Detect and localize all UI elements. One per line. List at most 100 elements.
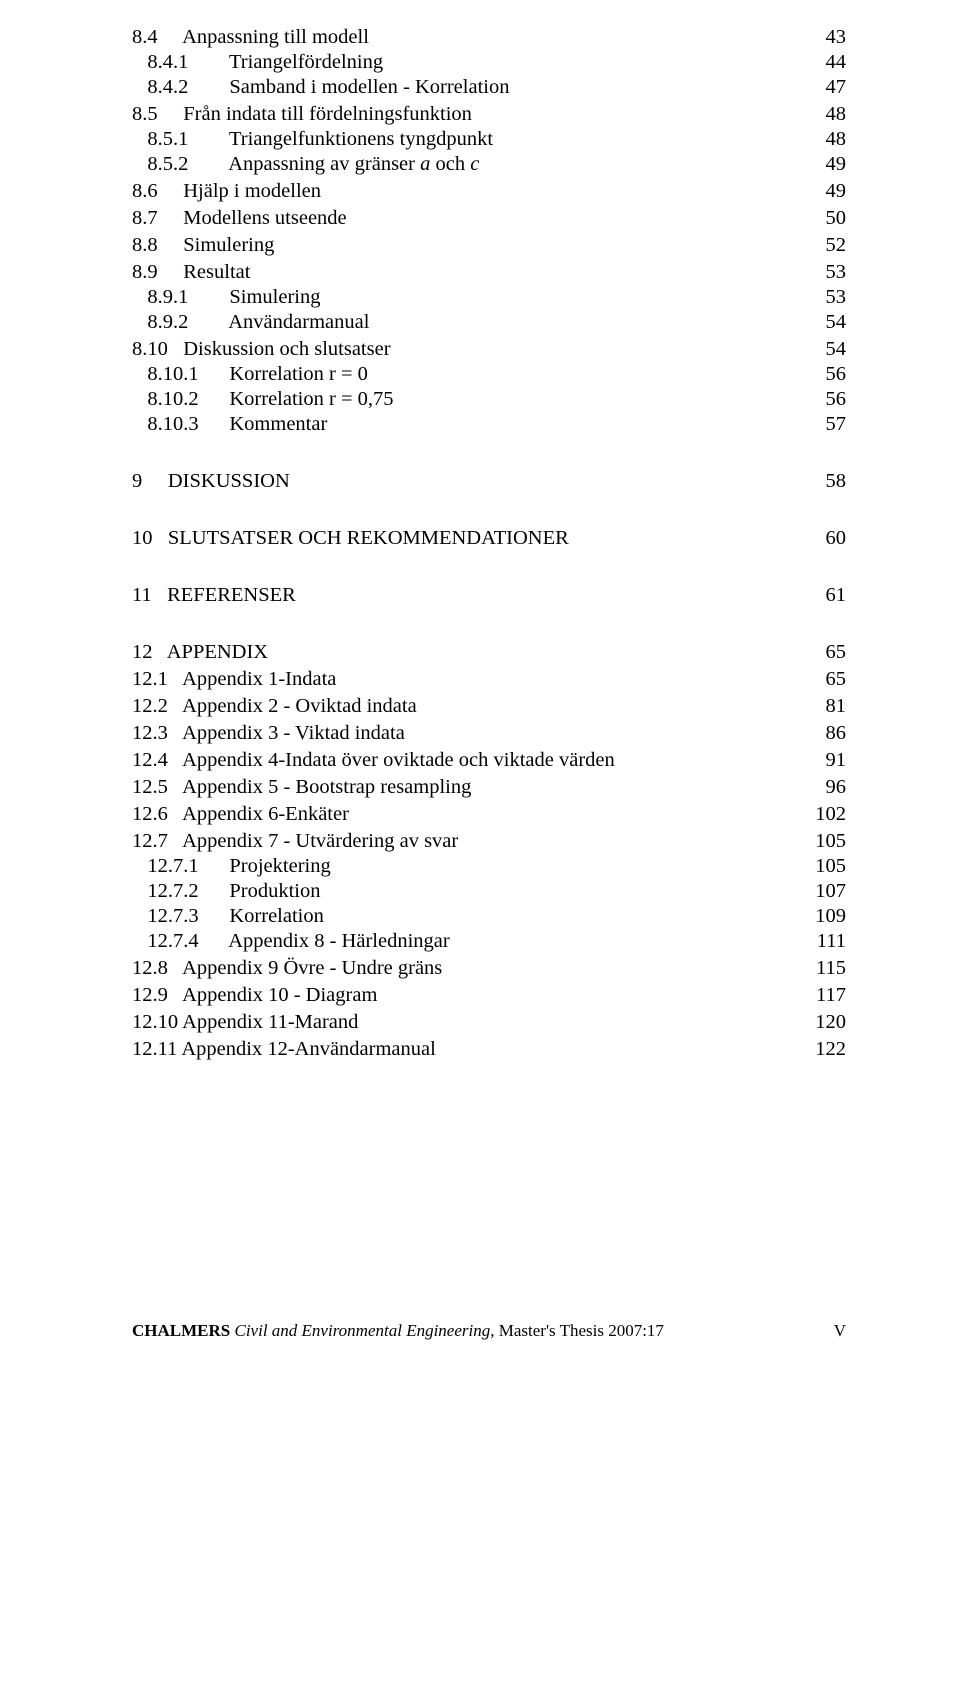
toc-entry: 12.4 Appendix 4-Indata över oviktade och…	[132, 749, 846, 772]
toc-entry-page: 102	[806, 803, 846, 826]
toc-entry-label: 12.8 Appendix 9 Övre - Undre gräns	[132, 957, 442, 980]
toc-entry: 8.5.2 Anpassning av gränser a och c 49	[132, 153, 846, 176]
toc-entry-page: 107	[806, 880, 846, 903]
toc-entry-page: 58	[806, 470, 846, 493]
toc-entry-page: 48	[806, 103, 846, 126]
toc-entry: 12.6 Appendix 6-Enkäter 102	[132, 803, 846, 826]
toc-entry-label: 8.8 Simulering	[132, 234, 274, 257]
toc-list: 8.4 Anpassning till modell 43 8.4.1 Trian…	[132, 26, 846, 1061]
toc-entry-page: 54	[806, 311, 846, 334]
toc-entry: 8.4.1 Triangelfördelning 44	[132, 51, 846, 74]
toc-entry: 11 REFERENSER 61	[132, 584, 846, 607]
toc-entry-label: 12.1 Appendix 1-Indata	[132, 668, 336, 691]
toc-entry: 8.4 Anpassning till modell 43	[132, 26, 846, 49]
toc-entry-page: 105	[806, 855, 846, 878]
toc-entry-label: 12.5 Appendix 5 - Bootstrap resampling	[132, 776, 471, 799]
toc-entry-label: 8.5.1 Triangelfunktionens tyngdpunkt	[132, 128, 493, 151]
toc-entry-page: 56	[806, 363, 846, 386]
toc-entry: 12.7.4 Appendix 8 - Härledningar111	[132, 930, 846, 953]
toc-entry: 9 DISKUSSION 58	[132, 470, 846, 493]
toc-entry-page: 49	[806, 153, 846, 176]
toc-entry: 12.1 Appendix 1-Indata 65	[132, 668, 846, 691]
toc-entry-label: 12.9 Appendix 10 - Diagram	[132, 984, 377, 1007]
toc-entry-page: 117	[806, 984, 846, 1007]
toc-entry-label: 8.10.2 Korrelation r = 0,75	[132, 388, 394, 411]
toc-entry-label: 8.9.1 Simulering	[132, 286, 320, 309]
toc-entry-page: 120	[806, 1011, 846, 1034]
toc-entry-label: 9 DISKUSSION	[132, 470, 290, 493]
toc-entry-label: 8.4 Anpassning till modell	[132, 26, 369, 49]
toc-entry-label: 12.11 Appendix 12-Användarmanual	[132, 1038, 436, 1061]
toc-entry-label: 12.7.1 Projektering	[132, 855, 331, 878]
toc-entry-label: 12.7.3 Korrelation	[132, 905, 324, 928]
toc-entry-label: 8.4.1 Triangelfördelning	[132, 51, 383, 74]
toc-entry-page: 53	[806, 261, 846, 284]
toc-entry-page: 65	[806, 668, 846, 691]
toc-entry: 12.7.1 Projektering 105	[132, 855, 846, 878]
toc-entry-page: 52	[806, 234, 846, 257]
toc-entry: 8.10.2 Korrelation r = 0,7556	[132, 388, 846, 411]
toc-entry-page: 65	[806, 641, 846, 664]
toc-entry-page: 60	[806, 527, 846, 550]
toc-entry-page: 122	[806, 1038, 846, 1061]
toc-entry-page: 54	[806, 338, 846, 361]
toc-entry-label: 12.2 Appendix 2 - Oviktad indata	[132, 695, 417, 718]
toc-entry-page: 81	[806, 695, 846, 718]
toc-entry: 8.5.1 Triangelfunktionens tyngdpunkt 48	[132, 128, 846, 151]
toc-entry-page: 91	[806, 749, 846, 772]
toc-entry-label: 12.7 Appendix 7 - Utvärdering av svar	[132, 830, 458, 853]
footer-brand: CHALMERS	[132, 1321, 230, 1340]
toc-entry: 12.2 Appendix 2 - Oviktad indata 81	[132, 695, 846, 718]
toc-entry-page: 43	[806, 26, 846, 49]
toc-entry: 12.7.2 Produktion 107	[132, 880, 846, 903]
toc-entry: 8.6 Hjälp i modellen 49	[132, 180, 846, 203]
toc-entry: 12.9 Appendix 10 - Diagram 117	[132, 984, 846, 1007]
toc-entry-label: 12 APPENDIX	[132, 641, 268, 664]
toc-entry-page: 49	[806, 180, 846, 203]
toc-entry: 12.5 Appendix 5 - Bootstrap resampling 96	[132, 776, 846, 799]
toc-entry-label: 10 SLUTSATSER OCH REKOMMENDATIONER	[132, 527, 569, 550]
toc-entry-page: 86	[806, 722, 846, 745]
toc-entry-page: 109	[806, 905, 846, 928]
toc-entry-label: 12.3 Appendix 3 - Viktad indata	[132, 722, 405, 745]
toc-entry-page: 44	[806, 51, 846, 74]
toc-entry-page: 105	[806, 830, 846, 853]
toc-entry: 8.5 Från indata till fördelningsfunktion…	[132, 103, 846, 126]
toc-entry-label: 12.7.2 Produktion	[132, 880, 321, 903]
toc-entry-page: 50	[806, 207, 846, 230]
toc-page: 8.4 Anpassning till modell 43 8.4.1 Trian…	[0, 0, 960, 1363]
toc-entry: 12 APPENDIX 65	[132, 641, 846, 664]
toc-entry: 8.4.2 Samband i modellen - Korrelation 47	[132, 76, 846, 99]
footer-page-number: V	[834, 1321, 846, 1341]
toc-entry: 8.10 Diskussion och slutsatser 54	[132, 338, 846, 361]
toc-entry-label: 11 REFERENSER	[132, 584, 296, 607]
toc-entry: 8.10.1 Korrelation r = 0 56	[132, 363, 846, 386]
toc-entry-label: 8.10.3 Kommentar	[132, 413, 327, 436]
toc-entry-page: 61	[806, 584, 846, 607]
page-footer: CHALMERS Civil and Environmental Enginee…	[132, 1321, 846, 1341]
toc-entry-page: 48	[806, 128, 846, 151]
footer-thesis: Master's Thesis 2007:17	[499, 1321, 664, 1340]
toc-entry-label: 8.9 Resultat	[132, 261, 250, 284]
toc-entry-page: 96	[806, 776, 846, 799]
toc-entry: 8.7 Modellens utseende 50	[132, 207, 846, 230]
toc-entry: 8.9.1 Simulering53	[132, 286, 846, 309]
toc-entry: 12.8 Appendix 9 Övre - Undre gräns 115	[132, 957, 846, 980]
footer-left: CHALMERS Civil and Environmental Enginee…	[132, 1321, 664, 1341]
toc-entry-label: 8.6 Hjälp i modellen	[132, 180, 321, 203]
toc-entry: 12.7.3 Korrelation 109	[132, 905, 846, 928]
toc-entry-label: 8.4.2 Samband i modellen - Korrelation	[132, 76, 509, 99]
toc-entry-label: 8.5 Från indata till fördelningsfunktion	[132, 103, 472, 126]
toc-entry-label: 8.10 Diskussion och slutsatser	[132, 338, 391, 361]
footer-dept: Civil and Environmental Engineering,	[230, 1321, 499, 1340]
toc-entry-label: 12.6 Appendix 6-Enkäter	[132, 803, 349, 826]
toc-entry: 12.10 Appendix 11-Marand 120	[132, 1011, 846, 1034]
toc-entry-page: 115	[806, 957, 846, 980]
toc-entry-label: 8.10.1 Korrelation r = 0	[132, 363, 368, 386]
toc-entry-page: 111	[806, 930, 846, 953]
toc-entry: 8.10.3 Kommentar57	[132, 413, 846, 436]
toc-entry-label: 8.7 Modellens utseende	[132, 207, 347, 230]
toc-entry-label: 12.10 Appendix 11-Marand	[132, 1011, 358, 1034]
toc-entry-page: 47	[806, 76, 846, 99]
toc-entry-label: 8.5.2 Anpassning av gränser a och c	[132, 153, 479, 176]
